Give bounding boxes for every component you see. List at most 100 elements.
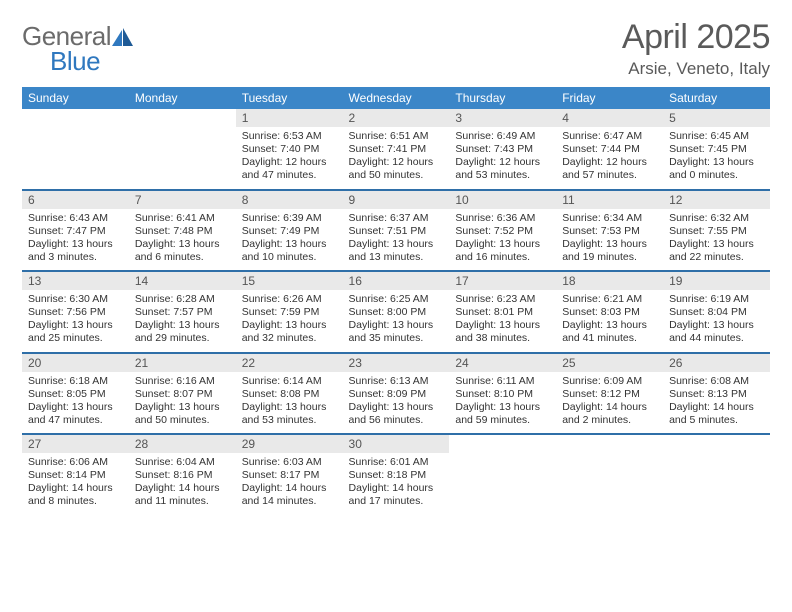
day-body: Sunrise: 6:25 AMSunset: 8:00 PMDaylight:… [343,290,450,352]
calendar-cell: 3Sunrise: 6:49 AMSunset: 7:43 PMDaylight… [449,109,556,190]
sunrise-text: Sunrise: 6:19 AM [669,293,764,306]
day-number: 5 [663,109,770,127]
sunset-text: Sunset: 7:53 PM [562,225,657,238]
calendar-cell: 21Sunrise: 6:16 AMSunset: 8:07 PMDayligh… [129,353,236,435]
calendar-cell: 27Sunrise: 6:06 AMSunset: 8:14 PMDayligh… [22,434,129,515]
weekday-header: Wednesday [343,87,450,109]
daylight-text: Daylight: 14 hours and 5 minutes. [669,401,764,427]
calendar-cell: 26Sunrise: 6:08 AMSunset: 8:13 PMDayligh… [663,353,770,435]
weekday-header-row: Sunday Monday Tuesday Wednesday Thursday… [22,87,770,109]
day-number: 15 [236,272,343,290]
calendar-cell: 1Sunrise: 6:53 AMSunset: 7:40 PMDaylight… [236,109,343,190]
calendar-cell [129,109,236,190]
sunrise-text: Sunrise: 6:13 AM [349,375,444,388]
day-body: Sunrise: 6:53 AMSunset: 7:40 PMDaylight:… [236,127,343,189]
sunset-text: Sunset: 7:52 PM [455,225,550,238]
day-number [22,109,129,127]
calendar-page: GeneralBlue April 2025 Arsie, Veneto, It… [0,0,792,612]
calendar-cell: 16Sunrise: 6:25 AMSunset: 8:00 PMDayligh… [343,271,450,353]
sunrise-text: Sunrise: 6:21 AM [562,293,657,306]
calendar-cell [449,434,556,515]
day-number: 16 [343,272,450,290]
month-title: April 2025 [622,18,770,57]
day-number: 20 [22,354,129,372]
calendar-table: Sunday Monday Tuesday Wednesday Thursday… [22,87,770,515]
sunset-text: Sunset: 8:17 PM [242,469,337,482]
calendar-cell: 12Sunrise: 6:32 AMSunset: 7:55 PMDayligh… [663,190,770,272]
sunset-text: Sunset: 7:48 PM [135,225,230,238]
daylight-text: Daylight: 13 hours and 19 minutes. [562,238,657,264]
sunset-text: Sunset: 7:51 PM [349,225,444,238]
sunset-text: Sunset: 7:40 PM [242,143,337,156]
sunset-text: Sunset: 7:45 PM [669,143,764,156]
daylight-text: Daylight: 12 hours and 53 minutes. [455,156,550,182]
day-body: Sunrise: 6:23 AMSunset: 8:01 PMDaylight:… [449,290,556,352]
logo: GeneralBlue [22,18,134,73]
day-number: 4 [556,109,663,127]
calendar-cell: 19Sunrise: 6:19 AMSunset: 8:04 PMDayligh… [663,271,770,353]
daylight-text: Daylight: 12 hours and 47 minutes. [242,156,337,182]
day-body: Sunrise: 6:11 AMSunset: 8:10 PMDaylight:… [449,372,556,434]
calendar-week-row: 6Sunrise: 6:43 AMSunset: 7:47 PMDaylight… [22,190,770,272]
calendar-cell [663,434,770,515]
sunrise-text: Sunrise: 6:34 AM [562,212,657,225]
daylight-text: Daylight: 13 hours and 25 minutes. [28,319,123,345]
day-body: Sunrise: 6:08 AMSunset: 8:13 PMDaylight:… [663,372,770,434]
sunset-text: Sunset: 8:08 PM [242,388,337,401]
day-body: Sunrise: 6:30 AMSunset: 7:56 PMDaylight:… [22,290,129,352]
day-number: 7 [129,191,236,209]
day-body [663,453,770,511]
day-number: 2 [343,109,450,127]
day-body [129,127,236,185]
calendar-cell: 7Sunrise: 6:41 AMSunset: 7:48 PMDaylight… [129,190,236,272]
sunset-text: Sunset: 8:10 PM [455,388,550,401]
daylight-text: Daylight: 13 hours and 32 minutes. [242,319,337,345]
day-number: 29 [236,435,343,453]
sunrise-text: Sunrise: 6:01 AM [349,456,444,469]
day-body: Sunrise: 6:19 AMSunset: 8:04 PMDaylight:… [663,290,770,352]
daylight-text: Daylight: 14 hours and 8 minutes. [28,482,123,508]
day-body: Sunrise: 6:28 AMSunset: 7:57 PMDaylight:… [129,290,236,352]
sunset-text: Sunset: 7:57 PM [135,306,230,319]
sunrise-text: Sunrise: 6:26 AM [242,293,337,306]
calendar-cell [22,109,129,190]
day-body [556,453,663,511]
sunset-text: Sunset: 7:56 PM [28,306,123,319]
sunrise-text: Sunrise: 6:30 AM [28,293,123,306]
day-number: 17 [449,272,556,290]
day-body: Sunrise: 6:26 AMSunset: 7:59 PMDaylight:… [236,290,343,352]
day-body [449,453,556,511]
sunset-text: Sunset: 8:07 PM [135,388,230,401]
day-body: Sunrise: 6:41 AMSunset: 7:48 PMDaylight:… [129,209,236,271]
daylight-text: Daylight: 12 hours and 50 minutes. [349,156,444,182]
day-body: Sunrise: 6:14 AMSunset: 8:08 PMDaylight:… [236,372,343,434]
calendar-cell: 20Sunrise: 6:18 AMSunset: 8:05 PMDayligh… [22,353,129,435]
day-number: 11 [556,191,663,209]
sunset-text: Sunset: 8:14 PM [28,469,123,482]
sunrise-text: Sunrise: 6:45 AM [669,130,764,143]
title-block: April 2025 Arsie, Veneto, Italy [622,18,770,79]
sunset-text: Sunset: 8:09 PM [349,388,444,401]
daylight-text: Daylight: 14 hours and 11 minutes. [135,482,230,508]
day-body: Sunrise: 6:01 AMSunset: 8:18 PMDaylight:… [343,453,450,515]
sunrise-text: Sunrise: 6:03 AM [242,456,337,469]
sunrise-text: Sunrise: 6:36 AM [455,212,550,225]
sunset-text: Sunset: 8:05 PM [28,388,123,401]
logo-text-general: General [22,24,111,49]
weekday-header: Friday [556,87,663,109]
sunrise-text: Sunrise: 6:18 AM [28,375,123,388]
day-body: Sunrise: 6:49 AMSunset: 7:43 PMDaylight:… [449,127,556,189]
day-number [663,435,770,453]
day-number: 24 [449,354,556,372]
sunset-text: Sunset: 7:43 PM [455,143,550,156]
day-number: 21 [129,354,236,372]
sunrise-text: Sunrise: 6:04 AM [135,456,230,469]
sunset-text: Sunset: 7:41 PM [349,143,444,156]
calendar-week-row: 1Sunrise: 6:53 AMSunset: 7:40 PMDaylight… [22,109,770,190]
day-body: Sunrise: 6:09 AMSunset: 8:12 PMDaylight:… [556,372,663,434]
sunset-text: Sunset: 7:59 PM [242,306,337,319]
daylight-text: Daylight: 13 hours and 22 minutes. [669,238,764,264]
day-body: Sunrise: 6:18 AMSunset: 8:05 PMDaylight:… [22,372,129,434]
sunrise-text: Sunrise: 6:11 AM [455,375,550,388]
calendar-week-row: 27Sunrise: 6:06 AMSunset: 8:14 PMDayligh… [22,434,770,515]
